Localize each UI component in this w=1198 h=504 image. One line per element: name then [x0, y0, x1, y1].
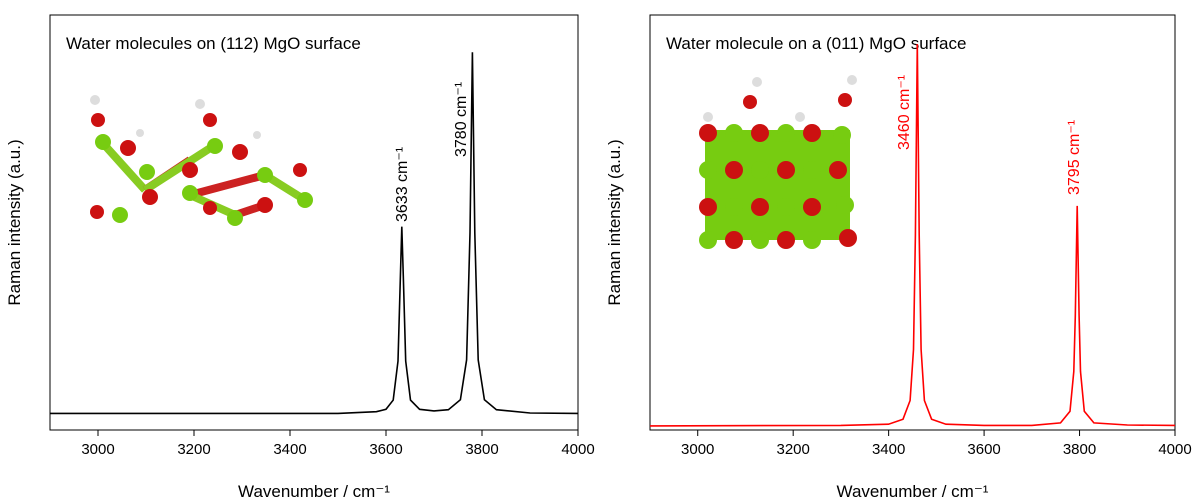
- chart-title: Water molecule on a (011) MgO surface: [666, 34, 966, 53]
- spectrum-line: [649, 43, 1176, 427]
- x-tick-label: 3600: [967, 441, 1000, 458]
- peak-annotation: 3633 cm⁻¹: [394, 147, 411, 222]
- x-tick-label: 3800: [1063, 441, 1096, 458]
- molecule-left: [90, 95, 313, 226]
- x-tick-label: 3800: [465, 441, 498, 458]
- x-axis-label: Wavenumber / cm⁻¹: [238, 482, 390, 501]
- plot-frame: [649, 14, 1176, 431]
- y-axis-label: Raman intensity (a.u.): [5, 139, 24, 305]
- x-tick-label: 3000: [681, 441, 714, 458]
- y-axis-label: Raman intensity (a.u.): [605, 139, 624, 305]
- spectrum-line: [50, 52, 579, 415]
- x-tick-label: 3200: [177, 441, 210, 458]
- molecule-right: [699, 75, 857, 249]
- x-tick-label: 4000: [1158, 441, 1191, 458]
- peak-annotation: 3780 cm⁻¹: [453, 82, 470, 157]
- peak-annotation: 3795 cm⁻¹: [1066, 120, 1083, 195]
- x-tick-label: 3200: [776, 441, 809, 458]
- x-tick-label: 3400: [872, 441, 905, 458]
- x-tick-label: 3400: [273, 441, 306, 458]
- plot-frame: [49, 14, 579, 431]
- x-tick-label: 4000: [561, 441, 594, 458]
- chart-title: Water molecules on (112) MgO surface: [66, 34, 361, 53]
- x-tick-label: 3600: [369, 441, 402, 458]
- x-axis-label: Wavenumber / cm⁻¹: [837, 482, 989, 501]
- peak-annotation: 3460 cm⁻¹: [896, 75, 913, 150]
- x-tick-label: 3000: [81, 441, 114, 458]
